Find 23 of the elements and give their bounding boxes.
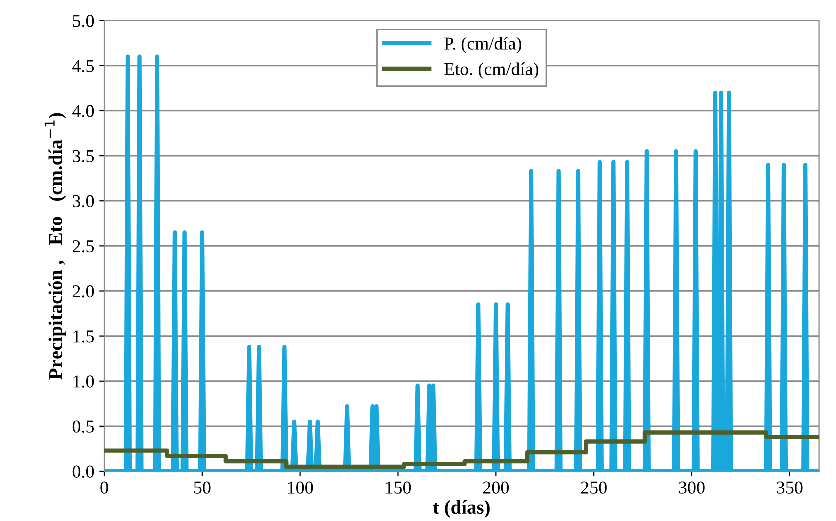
y-axis-title: Precipitación , Eto (cm.día$^{−1}$) [44, 113, 66, 380]
x-tick-label: 250 [581, 482, 607, 494]
y-tick-label: 3.5 [73, 150, 94, 163]
x-tick-label: 150 [386, 482, 412, 494]
x-axis-title: t (días) [433, 500, 490, 518]
legend-label: P. (cm/día) [444, 37, 522, 54]
x-tick-label: 100 [288, 482, 314, 494]
y-tick-label: 4.5 [72, 60, 94, 72]
y-tick-label: 0.0 [72, 466, 94, 478]
x-tick-label: 300 [679, 482, 705, 494]
y-tick-label: 1.5 [74, 330, 94, 343]
y-tick-label: 0.5 [72, 420, 94, 433]
x-tick-label: 0 [100, 482, 108, 494]
y-tick-label: 1.0 [74, 376, 94, 388]
y-tick-label: 2.5 [73, 240, 94, 253]
y-tick-label: 5.0 [73, 15, 94, 28]
x-tick-label: 200 [483, 482, 510, 494]
y-tick-label: 2.0 [73, 285, 94, 298]
y-tick-label: 3.0 [73, 195, 94, 208]
x-tick-label: 350 [777, 482, 803, 494]
x-tick-label: 50 [194, 482, 211, 494]
y-tick-label: 4.0 [72, 105, 94, 118]
legend-label: Eto. (cm/día) [444, 62, 539, 80]
